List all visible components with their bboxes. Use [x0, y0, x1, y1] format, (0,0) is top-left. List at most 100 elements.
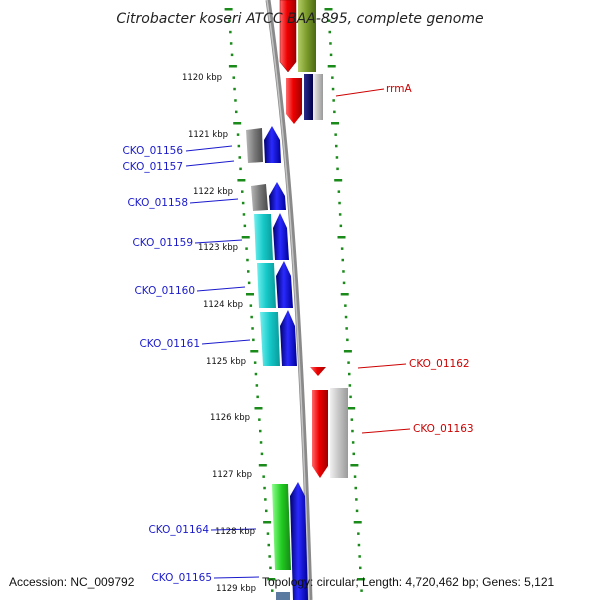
ruler-tick-right [351, 429, 354, 433]
ruler-tick-left [243, 224, 247, 228]
label-rrmA[interactable]: rrmA [386, 83, 412, 95]
gene-rrmA [286, 78, 302, 124]
tick-label-1125: 1125 kbp [206, 357, 246, 367]
tick-label-1128: 1128 kbp [215, 527, 255, 537]
ruler-tick-right [344, 304, 347, 307]
label-CKO_01161[interactable]: CKO_01161 [139, 338, 200, 350]
forward-strand-features [246, 126, 308, 600]
leader-rrmA [335, 88, 385, 97]
tick-labels: 1120 kbp 1121 kbp 1122 kbp 1123 kbp 1124… [182, 73, 256, 594]
ruler-tick-left [266, 532, 270, 535]
ruler-tick-right [346, 338, 349, 342]
tick-label-1129: 1129 kbp [216, 584, 256, 594]
ruler-tick-right [337, 190, 341, 193]
leader-CKO_01164 [210, 528, 257, 531]
ruler-tick-left [230, 53, 234, 57]
ruler-tick-left [249, 304, 253, 307]
ruler-tick-left [241, 201, 245, 205]
ruler-tick-left [268, 555, 271, 558]
gene-block-blue-1123 [273, 213, 289, 260]
leader-CKO_01160 [196, 286, 246, 292]
ruler-tick-left [229, 30, 232, 34]
ruler-tick-left [237, 179, 246, 182]
ruler-tick-right [329, 53, 333, 57]
ruler-tick-right [358, 555, 361, 558]
ruler-tick-left [251, 327, 254, 330]
ruler-tick-right [333, 110, 336, 114]
label-leaders [185, 88, 411, 579]
ruler-tick-right [331, 122, 339, 125]
ruler-tick-left [258, 464, 267, 467]
ruler-tick-left [267, 543, 270, 547]
ruler-tick-right [337, 236, 346, 239]
ruler-tick-left [254, 407, 263, 410]
tick-label-1126: 1126 kbp [210, 413, 250, 423]
genome-backbone [265, 0, 313, 600]
ruler-tick-left [236, 133, 240, 136]
gene-block-silver [330, 388, 348, 478]
ruler-tick-right [341, 258, 344, 262]
ruler-tick-right [345, 327, 348, 330]
leader-CKO_01159 [194, 239, 243, 244]
ruler-tick-right [343, 350, 352, 353]
label-CKO_01163[interactable]: CKO_01163 [413, 423, 474, 435]
tick-label-1124: 1124 kbp [203, 300, 243, 310]
ruler-tick-right [350, 464, 359, 467]
ruler-tick-right [329, 42, 332, 45]
accession-text: Accession: NC_009792 [9, 575, 135, 589]
label-CKO_01158[interactable]: CKO_01158 [127, 197, 188, 209]
ruler-tick-right [344, 315, 348, 319]
ruler-tick-right [335, 144, 338, 148]
ruler-tick-right [335, 156, 339, 159]
gene-block-red [279, 0, 297, 73]
ruler-tick-right [336, 167, 339, 171]
ruler-tick-right [353, 475, 357, 478]
gene-block-blue-1125 [280, 310, 297, 366]
ruler-tick-left [242, 213, 246, 216]
ruler-tick-left [229, 42, 233, 45]
ruler-tick-left [234, 99, 237, 102]
label-CKO_01162[interactable]: CKO_01162 [409, 358, 470, 370]
ruler-tick-left [247, 270, 250, 273]
genome-backbone-highlight [266, 0, 310, 600]
gene-CKO_01163 [312, 390, 328, 478]
ruler-tick-left [259, 429, 262, 433]
ruler-tick-right [332, 99, 335, 102]
ruler-tick-right [351, 441, 355, 444]
leader-CKO_01161 [201, 339, 251, 345]
ruler-tick-left [228, 65, 237, 68]
ruler-tick-right [355, 509, 359, 513]
ruler-tick-left [246, 258, 249, 262]
label-CKO_01159[interactable]: CKO_01159 [132, 237, 193, 249]
ruler-tick-left [238, 156, 241, 159]
ruler-tick-left [228, 19, 231, 22]
gene-block-slate [276, 592, 290, 600]
label-CKO_01157[interactable]: CKO_01157 [122, 161, 183, 173]
ruler-tick-right [328, 30, 331, 34]
gene-block-olive [298, 0, 316, 72]
ruler-tick-right [360, 589, 363, 592]
ruler-tick-left [262, 475, 265, 478]
ruler-tick-right [324, 8, 333, 11]
label-CKO_01164[interactable]: CKO_01164 [148, 524, 209, 536]
ruler-tick-right [354, 486, 357, 490]
ruler-tick-right [327, 65, 336, 68]
tick-label-1120: 1120 kbp [182, 73, 222, 83]
label-CKO_01160[interactable]: CKO_01160 [134, 285, 195, 297]
ruler-tick-left [269, 566, 272, 570]
ruler-tick-left [263, 521, 272, 524]
label-CKO_01165[interactable]: CKO_01165 [151, 572, 212, 584]
ruler-tick-left [253, 361, 257, 364]
leader-CKO_01158 [189, 198, 239, 204]
ruler-tick-right [347, 361, 350, 364]
gene-block-blue-1124 [276, 261, 293, 308]
gene-CKO_01162 [310, 367, 326, 376]
gene-CKO_01160 [257, 263, 276, 308]
gene-CKO_01158 [251, 184, 268, 211]
label-CKO_01156[interactable]: CKO_01156 [122, 145, 183, 157]
ruler-tick-left [235, 110, 238, 114]
ruler-tick-left [241, 236, 250, 239]
ruler-tick-left [224, 8, 233, 11]
ruler-tick-left [245, 247, 248, 250]
